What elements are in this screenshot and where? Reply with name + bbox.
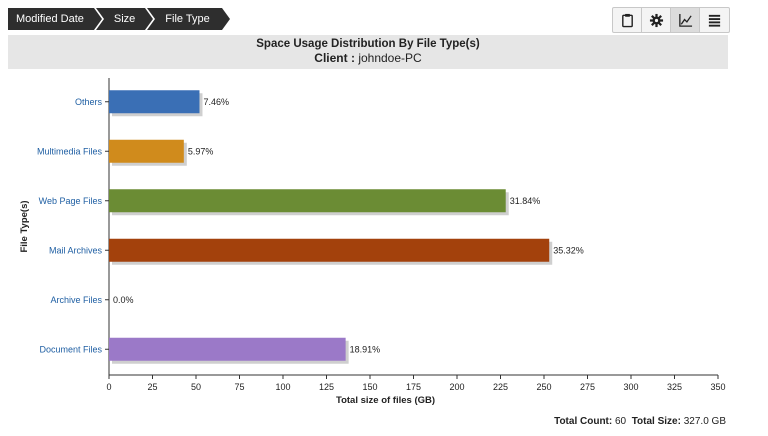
y-tick-label: Archive Files <box>50 295 102 305</box>
line-chart-icon <box>678 13 692 27</box>
totals-footer: Total Count: 60 Total Size: 327.0 GB <box>554 416 726 427</box>
x-tick-label: 225 <box>493 382 508 392</box>
bar-chart: 0 25 50 75 100 125 150 175 200 225 250 275 300 325 350… <box>19 78 726 406</box>
x-tick-label: 325 <box>667 382 682 392</box>
client-value: johndoe-PC <box>358 51 422 65</box>
bar <box>109 90 200 114</box>
list-view-button[interactable] <box>700 8 729 32</box>
bar <box>109 238 550 262</box>
bar <box>109 139 184 163</box>
list-icon <box>708 14 721 27</box>
chart-view-button[interactable] <box>671 8 700 32</box>
x-tick-label: 125 <box>319 382 334 392</box>
total-size-label: Total Size: <box>631 416 681 427</box>
x-tick-label: 75 <box>234 382 244 392</box>
x-tick-label: 0 <box>106 382 111 392</box>
bar <box>109 337 346 361</box>
breadcrumb-size[interactable]: Size <box>95 8 156 30</box>
total-count-label: Total Count: <box>554 416 613 427</box>
x-tick-label: 50 <box>191 382 201 392</box>
y-tick-label: Others <box>75 97 103 107</box>
client-line: Client : johndoe-PC <box>8 51 728 65</box>
x-tick-label: 250 <box>536 382 551 392</box>
data-label: 5.97% <box>188 146 214 156</box>
breadcrumb-modified-date[interactable]: Modified Date <box>8 8 104 30</box>
x-tick-label: 100 <box>275 382 290 392</box>
data-label: 31.84% <box>510 196 541 206</box>
x-tick-label: 25 <box>147 382 157 392</box>
y-tick-label: Mail Archives <box>49 245 103 255</box>
chart-header: Space Usage Distribution By File Type(s)… <box>8 35 728 69</box>
x-tick-label: 275 <box>580 382 595 392</box>
bar <box>109 189 506 213</box>
client-label: Client : <box>314 51 355 65</box>
y-tick-label: Multimedia Files <box>37 146 103 156</box>
view-toolbar <box>612 7 730 33</box>
breadcrumb: Modified Date Size File Type <box>8 8 233 30</box>
data-label: 0.0% <box>113 295 134 305</box>
breadcrumb-file-type[interactable]: File Type <box>147 8 233 30</box>
x-tick-label: 350 <box>710 382 725 392</box>
data-label: 7.46% <box>203 97 229 107</box>
x-tick-label: 175 <box>406 382 421 392</box>
data-label: 18.91% <box>350 344 381 354</box>
x-tick-label: 300 <box>623 382 638 392</box>
x-tick-label: 200 <box>449 382 464 392</box>
data-label: 35.32% <box>553 245 584 255</box>
total-count-value: 60 <box>615 416 627 427</box>
chart-title: Space Usage Distribution By File Type(s) <box>256 38 480 50</box>
clipboard-button[interactable] <box>613 8 642 32</box>
clipboard-icon <box>621 13 633 27</box>
y-tick-label: Document Files <box>39 344 102 354</box>
y-tick-label: Web Page Files <box>39 196 103 206</box>
gear-icon <box>649 13 663 27</box>
y-axis-title: File Type(s) <box>19 200 30 252</box>
total-size-value: 327.0 GB <box>683 416 726 427</box>
x-axis-title: Total size of files (GB) <box>336 395 435 406</box>
x-tick-label: 150 <box>362 382 377 392</box>
settings-button[interactable] <box>642 8 671 32</box>
